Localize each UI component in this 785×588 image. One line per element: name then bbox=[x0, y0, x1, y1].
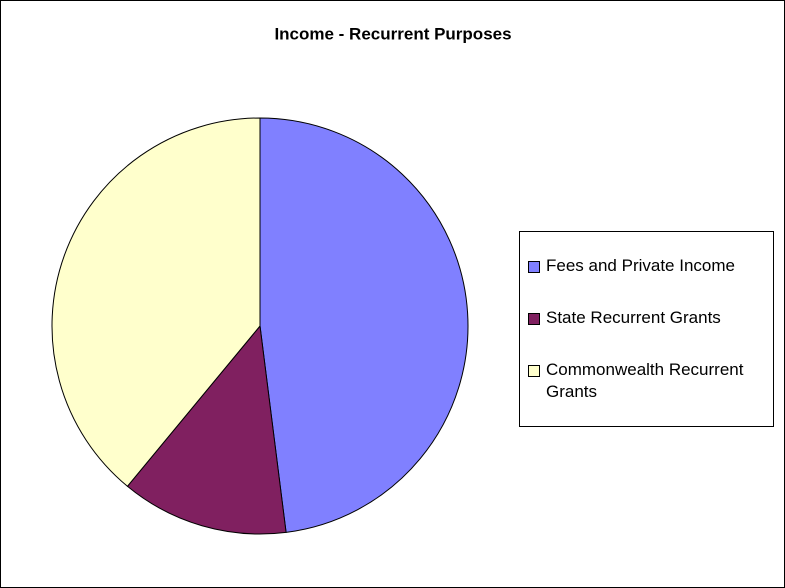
legend-entry: Commonwealth Recurrent Grants bbox=[526, 359, 767, 403]
legend-label: State Recurrent Grants bbox=[546, 308, 721, 327]
pie-slice bbox=[259, 117, 469, 533]
pie-slice bbox=[126, 324, 287, 535]
chart-title: Income - Recurrent Purposes bbox=[274, 24, 511, 43]
legend-entry: Fees and Private Income bbox=[526, 255, 767, 277]
legend: Fees and Private Income State Recurrent G… bbox=[519, 231, 774, 427]
legend-label: Commonwealth Recurrent Grants bbox=[546, 360, 744, 401]
pie-slice bbox=[51, 117, 261, 487]
legend-swatch bbox=[528, 313, 540, 325]
legend-swatch bbox=[528, 365, 540, 377]
legend-swatch bbox=[528, 261, 540, 273]
legend-entry: State Recurrent Grants bbox=[526, 307, 767, 329]
legend-label: Fees and Private Income bbox=[546, 256, 735, 275]
